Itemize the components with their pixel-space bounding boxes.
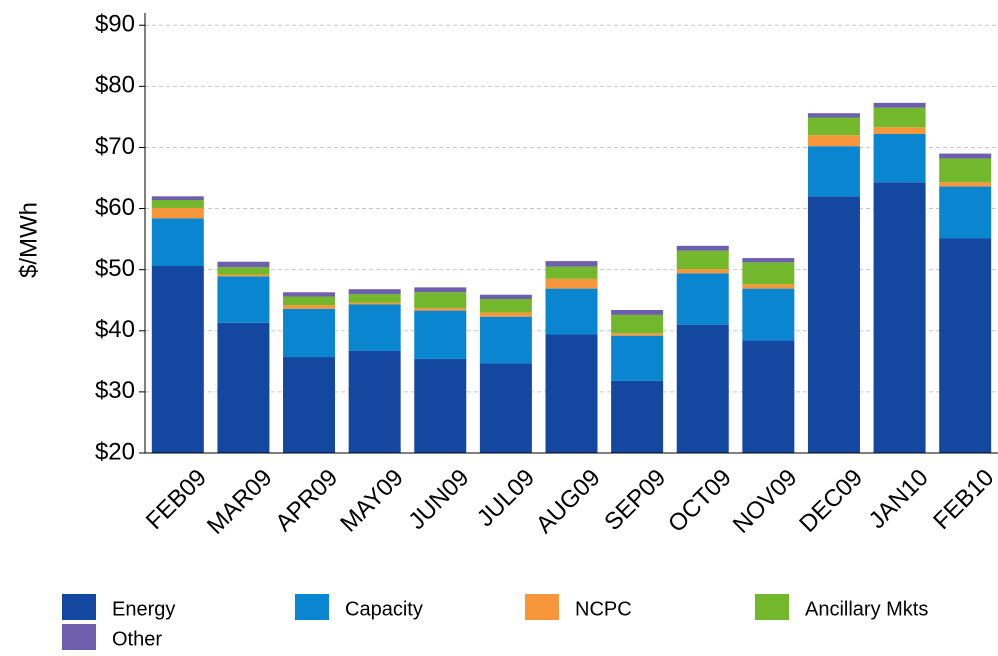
bar-segment xyxy=(545,278,598,289)
bar-segment xyxy=(676,269,729,274)
y-tick-label: $40 xyxy=(95,316,135,343)
bar-segment xyxy=(611,310,664,315)
legend-label: Energy xyxy=(112,598,175,620)
legend-label: Other xyxy=(112,628,162,650)
bar-segment xyxy=(479,294,532,299)
bar-segment xyxy=(545,334,598,453)
x-tick-label: NOV09 xyxy=(728,464,803,539)
bar-segment xyxy=(283,305,336,309)
bar-segment xyxy=(151,200,204,208)
x-tick-label: JUL09 xyxy=(472,464,540,532)
bar-segment xyxy=(873,134,926,183)
bar-segment xyxy=(611,380,664,453)
bar-segment xyxy=(742,340,795,453)
legend-label: NCPC xyxy=(575,598,632,620)
y-tick-label: $30 xyxy=(95,377,135,404)
bar-segment xyxy=(414,292,467,309)
x-tick-label: OCT09 xyxy=(663,464,737,538)
bar-segment xyxy=(545,266,598,279)
bar-segment xyxy=(545,288,598,335)
bar-segment xyxy=(676,324,729,453)
bar-segment xyxy=(676,273,729,325)
bar-segment xyxy=(217,322,270,453)
legend-swatch xyxy=(755,594,789,620)
bar-segment xyxy=(807,196,860,454)
bar-segment xyxy=(479,312,532,317)
bar-segment xyxy=(217,276,270,323)
x-tick-label: DEC09 xyxy=(794,464,868,538)
bar-segment xyxy=(676,250,729,270)
bar-segment xyxy=(939,186,992,239)
bar-segment xyxy=(217,267,270,275)
legend-swatch xyxy=(62,594,96,620)
bar-segment xyxy=(151,218,204,266)
bar-segment xyxy=(939,158,992,183)
bar-segment xyxy=(939,182,992,187)
bar-segment xyxy=(151,266,204,453)
y-tick-label: $50 xyxy=(95,255,135,282)
y-axis-label: $/MWh xyxy=(15,202,42,278)
bar-segment xyxy=(545,261,598,267)
legend-swatch xyxy=(295,594,329,620)
bar-segment xyxy=(742,262,795,285)
bar-segment xyxy=(742,284,795,289)
x-tick-label: FEB10 xyxy=(928,464,998,535)
bar-segment xyxy=(348,289,401,295)
bar-segment xyxy=(414,310,467,359)
bar-segment xyxy=(873,107,926,128)
bar-segment xyxy=(348,350,401,453)
bar-segment xyxy=(217,274,270,277)
bar-segment xyxy=(873,102,926,108)
legend-swatch xyxy=(62,624,96,650)
x-tick-label: APR09 xyxy=(270,464,343,537)
bar-segment xyxy=(151,196,204,200)
y-tick-label: $70 xyxy=(95,133,135,160)
bar-segment xyxy=(807,113,860,118)
bar-segment xyxy=(742,258,795,263)
y-tick-label: $20 xyxy=(95,438,135,465)
bar-segment xyxy=(873,127,926,134)
bar-segment xyxy=(348,302,401,305)
bar-segment xyxy=(479,316,532,364)
bar-segment xyxy=(283,296,336,306)
bar-segment xyxy=(217,261,270,268)
x-tick-label: MAR09 xyxy=(202,464,278,540)
x-tick-label: MAY09 xyxy=(335,464,408,537)
bar-segment xyxy=(414,287,467,293)
bar-segment xyxy=(479,299,532,313)
bar-segment xyxy=(742,288,795,341)
x-tick-label: JUN09 xyxy=(403,464,474,535)
bar-segment xyxy=(939,153,992,159)
legend-label: Capacity xyxy=(345,598,423,620)
bar-segment xyxy=(611,335,664,381)
bar-segment xyxy=(283,357,336,453)
bar-segment xyxy=(348,294,401,303)
bar-segment xyxy=(676,245,729,251)
bar-segment xyxy=(348,304,401,351)
x-tick-label: FEB09 xyxy=(141,464,212,535)
bar-segment xyxy=(611,314,664,334)
x-tick-label: AUG09 xyxy=(531,464,606,539)
bar-segment xyxy=(611,333,664,336)
bar-segment xyxy=(414,308,467,311)
legend-label: Ancillary Mkts xyxy=(805,598,928,620)
bar-segment xyxy=(283,292,336,297)
bar-segment xyxy=(807,135,860,147)
bar-segment xyxy=(479,363,532,453)
bar-segment xyxy=(807,146,860,197)
bar-segment xyxy=(873,182,926,453)
bar-segment xyxy=(807,117,860,136)
bar-segment xyxy=(414,358,467,453)
legend-swatch xyxy=(525,594,559,620)
x-tick-label: SEP09 xyxy=(599,464,671,536)
y-tick-label: $80 xyxy=(95,72,135,99)
bar-segment xyxy=(283,308,336,358)
bar-segment xyxy=(939,238,992,453)
bar-segment xyxy=(151,207,204,219)
y-tick-label: $90 xyxy=(95,11,135,38)
x-tick-label: JAN10 xyxy=(864,464,934,534)
y-tick-label: $60 xyxy=(95,194,135,221)
